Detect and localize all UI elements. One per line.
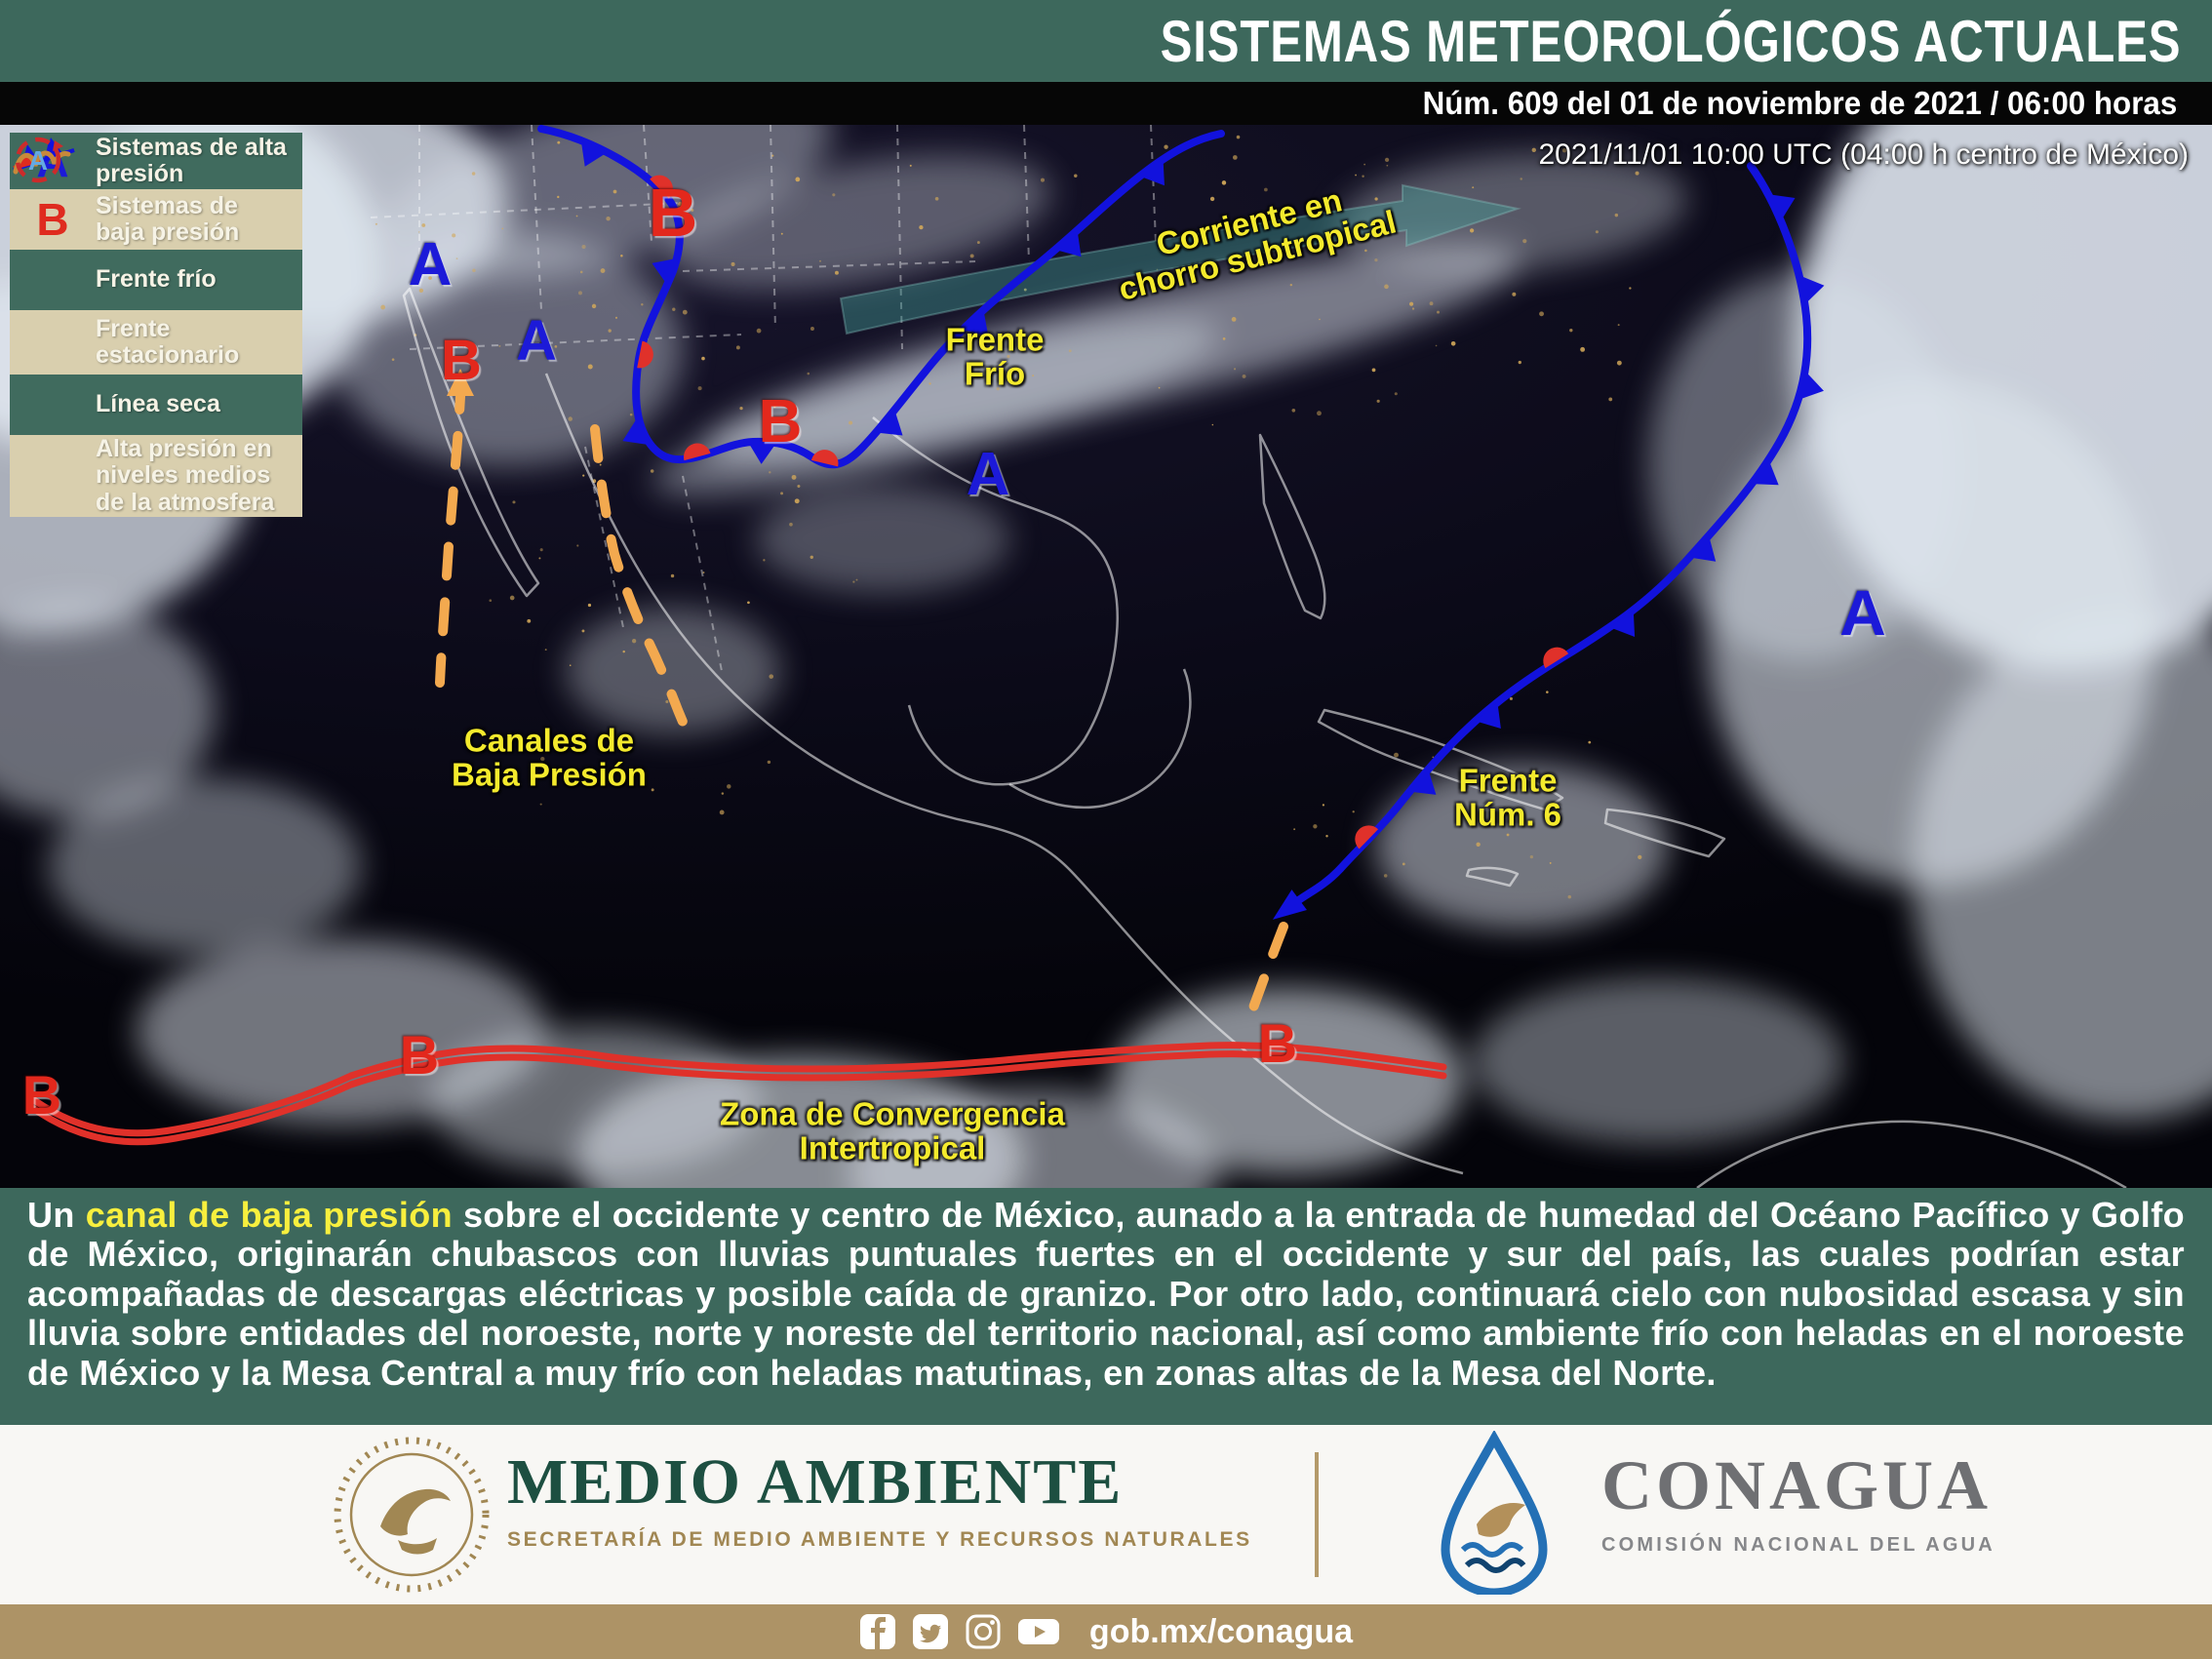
header-bar: SISTEMAS METEOROLÓGICOS ACTUALES (0, 0, 2212, 82)
cold-front-label: Frente Frío (945, 321, 1045, 392)
footer-divider (1315, 1452, 1319, 1577)
legend-label: Sistemas de baja presión (96, 191, 240, 246)
bulletin-number: Núm. 609 del 01 de noviembre de 2021 / 0… (1422, 85, 2177, 121)
legend-label: Frente estacionario (96, 314, 240, 369)
legend-item-mid-level-high: A Alta presión en niveles medios de la at… (10, 137, 302, 517)
gob-mx-link[interactable]: gob.mx/conagua (1088, 1612, 1354, 1650)
page-title: SISTEMAS METEOROLÓGICOS ACTUALES (1161, 8, 2182, 74)
semarnat-title: MEDIO AMBIENTE (507, 1446, 1124, 1518)
forecast-body: sobre el occidente y centro de México, a… (27, 1195, 2185, 1393)
low-pressure-channels-label: Canales de Baja Presión (452, 722, 647, 793)
legend-label: Alta presión en niveles medios de la atm… (96, 434, 275, 516)
legend: A Sistemas de alta presión B Sistemas de ba… (10, 133, 302, 517)
low-pressure-marker: B (441, 329, 482, 392)
conagua-title: CONAGUA (1601, 1446, 1992, 1524)
instagram-icon[interactable] (965, 1613, 1002, 1650)
weather-overlay-layer (30, 125, 1825, 1146)
svg-text:A: A (28, 145, 48, 176)
high-pressure-marker: A (516, 309, 557, 373)
conagua-logo-icon (1441, 1431, 1548, 1595)
low-pressure-marker: B (21, 1064, 62, 1126)
bottom-bar: gob.mx/conagua (0, 1604, 2212, 1659)
low-pressure-marker: B (1257, 1012, 1298, 1074)
semarnat-subtitle: SECRETARÍA DE MEDIO AMBIENTE Y RECURSOS … (507, 1528, 1252, 1551)
youtube-icon[interactable] (1017, 1613, 1060, 1650)
itcz-label: Zona de Convergencia Intertropical (720, 1095, 1065, 1166)
forecast-band: Un canal de baja presión sobre el occide… (0, 1188, 2212, 1425)
subtitle-bar: Núm. 609 del 01 de noviembre de 2021 / 0… (0, 82, 2212, 125)
legend-item-dry-line: Línea seca (10, 150, 302, 435)
map-timestamp: 2021/11/01 10:00 UTC (04:00 h centro de … (1538, 138, 2189, 171)
low-pressure-marker: B (758, 388, 803, 455)
front-6-label: Frente Núm. 6 (1453, 762, 1562, 833)
low-pressure-marker: B (648, 175, 698, 251)
mexico-seal-icon (334, 1437, 490, 1593)
legend-label: Línea seca (96, 390, 220, 418)
forecast-highlight: canal de baja presión (85, 1195, 454, 1235)
legend-label: Sistemas de alta presión (96, 133, 287, 187)
legend-label: Frente frío (96, 265, 217, 294)
low-pressure-marker: B (399, 1024, 440, 1086)
satellite-map: 2021/11/01 10:00 UTC (04:00 h centro de … (0, 125, 2212, 1188)
facebook-icon[interactable] (859, 1613, 896, 1650)
high-pressure-marker: A (408, 231, 453, 298)
high-pressure-marker: A (1839, 576, 1886, 649)
low-pressure-icon: B (36, 194, 69, 245)
forecast-prefix: Un (27, 1195, 86, 1235)
footer: MEDIO AMBIENTE SECRETARÍA DE MEDIO AMBIE… (0, 1425, 2212, 1604)
legend-item-cold-front: Frente frío (10, 138, 302, 310)
legend-item-b: B Sistemas de baja presión (10, 189, 302, 250)
conagua-subtitle: COMISIÓN NACIONAL DEL AGUA (1601, 1534, 1995, 1556)
high-pressure-marker: A (966, 441, 1010, 508)
twitter-icon[interactable] (912, 1613, 949, 1650)
forecast-text: Un canal de baja presión sobre el occide… (27, 1195, 2185, 1393)
legend-item-stationary-front: Frente estacionario (10, 140, 302, 375)
